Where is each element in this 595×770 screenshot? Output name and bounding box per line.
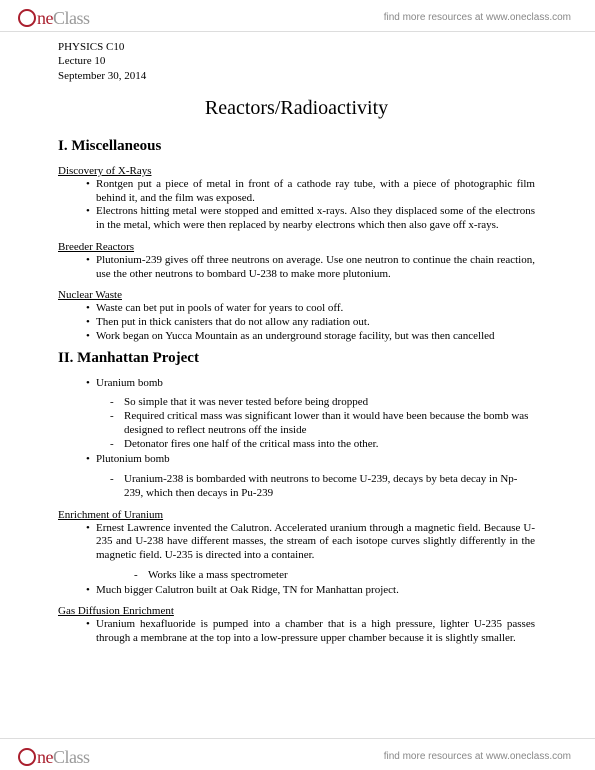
list-enrichment-2: Much bigger Calutron built at Oak Ridge,… xyxy=(58,584,535,598)
course-code: PHYSICS C10 xyxy=(58,40,535,54)
logo-text-class: Class xyxy=(53,8,90,29)
section-1-heading: I. Miscellaneous xyxy=(58,138,535,155)
list-plutonium-bomb: Plutonium bomb xyxy=(58,453,535,467)
subsublist-enrichment: Works like a mass spectrometer xyxy=(58,569,535,583)
list-item: Uranium hexafluoride is pumped into a ch… xyxy=(86,618,535,646)
page-footer: ne Class find more resources at www.onec… xyxy=(0,738,595,770)
document-body: PHYSICS C10 Lecture 10 September 30, 201… xyxy=(0,32,595,646)
list-item: Required critical mass was significant l… xyxy=(110,410,535,438)
logo-circle-icon xyxy=(18,748,36,766)
footer-resources-link[interactable]: find more resources at www.oneclass.com xyxy=(384,751,571,762)
list-item: Work began on Yucca Mountain as an under… xyxy=(86,330,535,344)
list-item: Uranium-238 is bombarded with neutrons t… xyxy=(110,473,535,501)
list-item: Then put in thick canisters that do not … xyxy=(86,316,535,330)
lecture-number: Lecture 10 xyxy=(58,54,535,68)
list-item: Rontgen put a piece of metal in front of… xyxy=(86,178,535,206)
page-header: ne Class find more resources at www.onec… xyxy=(0,0,595,32)
logo-text-one: ne xyxy=(37,747,53,768)
brand-logo: ne Class xyxy=(18,6,90,29)
logo-text-class: Class xyxy=(53,747,90,768)
page-title: Reactors/Radioactivity xyxy=(58,97,535,120)
subhead-waste: Nuclear Waste xyxy=(58,289,535,301)
list-xrays: Rontgen put a piece of metal in front of… xyxy=(58,178,535,233)
lecture-date: September 30, 2014 xyxy=(58,69,535,83)
subhead-enrichment: Enrichment of Uranium xyxy=(58,509,535,521)
document-meta: PHYSICS C10 Lecture 10 September 30, 201… xyxy=(58,40,535,83)
list-item: Uranium bomb xyxy=(86,377,535,391)
subhead-gas: Gas Diffusion Enrichment xyxy=(58,605,535,617)
list-item: Ernest Lawrence invented the Calutron. A… xyxy=(86,522,535,563)
list-uranium-bomb: Uranium bomb xyxy=(58,377,535,391)
list-item: Plutonium-239 gives off three neutrons o… xyxy=(86,254,535,282)
subhead-breeder: Breeder Reactors xyxy=(58,241,535,253)
section-2-heading: II. Manhattan Project xyxy=(58,350,535,367)
list-item: Works like a mass spectrometer xyxy=(134,569,535,583)
list-gas: Uranium hexafluoride is pumped into a ch… xyxy=(58,618,535,646)
header-resources-link[interactable]: find more resources at www.oneclass.com xyxy=(384,12,571,23)
list-item: Much bigger Calutron built at Oak Ridge,… xyxy=(86,584,535,598)
subhead-xrays: Discovery of X-Rays xyxy=(58,165,535,177)
brand-logo-footer: ne Class xyxy=(18,745,90,768)
list-item: Electrons hitting metal were stopped and… xyxy=(86,205,535,233)
list-breeder: Plutonium-239 gives off three neutrons o… xyxy=(58,254,535,282)
list-item: Detonator fires one half of the critical… xyxy=(110,438,535,452)
list-item: Plutonium bomb xyxy=(86,453,535,467)
list-item: Waste can bet put in pools of water for … xyxy=(86,302,535,316)
logo-text-one: ne xyxy=(37,8,53,29)
logo-circle-icon xyxy=(18,9,36,27)
sublist-plutonium-bomb: Uranium-238 is bombarded with neutrons t… xyxy=(58,473,535,501)
list-item: So simple that it was never tested befor… xyxy=(110,396,535,410)
list-enrichment: Ernest Lawrence invented the Calutron. A… xyxy=(58,522,535,563)
list-waste: Waste can bet put in pools of water for … xyxy=(58,302,535,343)
sublist-uranium-bomb: So simple that it was never tested befor… xyxy=(58,396,535,451)
